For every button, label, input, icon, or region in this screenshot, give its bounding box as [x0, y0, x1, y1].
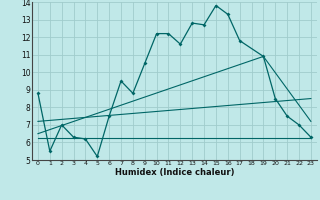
X-axis label: Humidex (Indice chaleur): Humidex (Indice chaleur) — [115, 168, 234, 177]
